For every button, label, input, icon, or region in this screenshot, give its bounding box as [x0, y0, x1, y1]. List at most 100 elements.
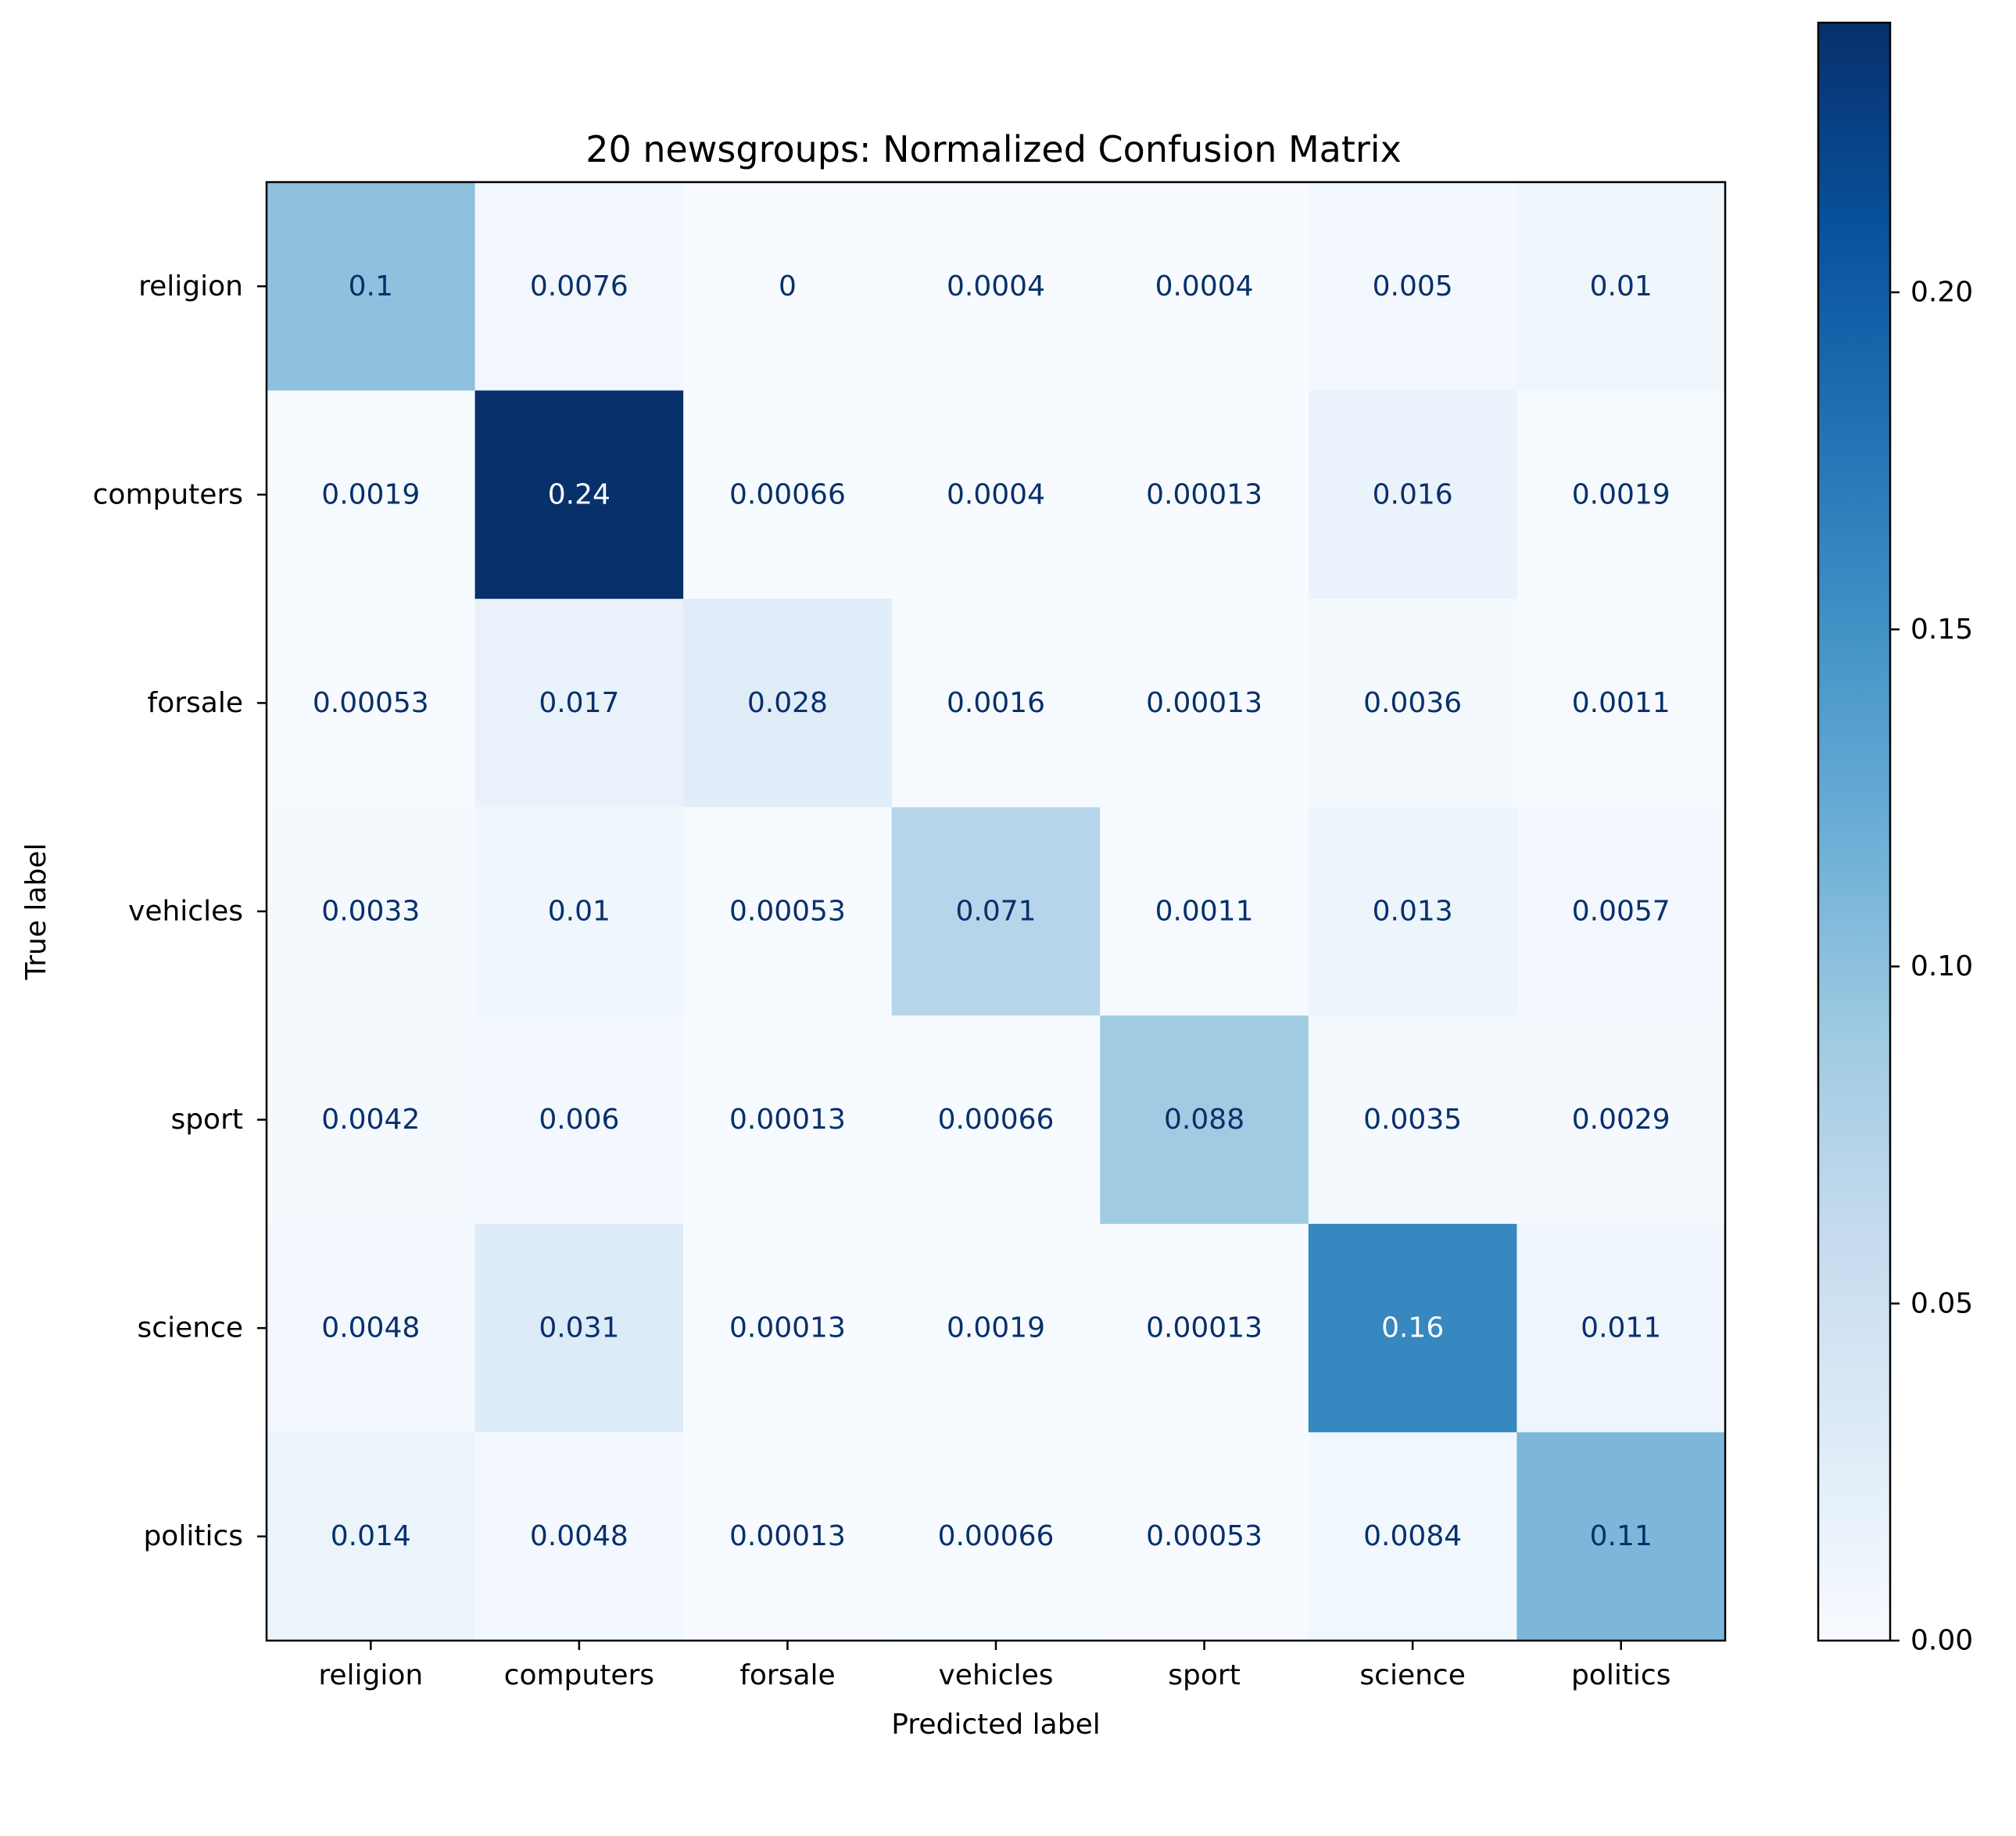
cell-value-label: 0.0033 — [321, 896, 420, 928]
y-axis-ticks: religion computers forsale vehicles sport sci… — [93, 270, 267, 1552]
cell-value-label: 0.0016 — [947, 687, 1045, 719]
colorbar-tick-label: 0.10 — [1910, 950, 1973, 982]
colorbar-tick-label: 0.20 — [1910, 277, 1973, 309]
y-tick-label: politics — [143, 1520, 243, 1552]
heatmap-cell — [683, 1223, 893, 1433]
cell-value-label: 0.0076 — [530, 270, 628, 302]
cell-value-label: 0.088 — [1164, 1104, 1244, 1136]
heatmap-cell — [1308, 1015, 1518, 1225]
heatmap-cell — [267, 1223, 476, 1433]
x-tick-label: religion — [318, 1659, 423, 1691]
heatmap-cell — [1516, 1432, 1726, 1641]
heatmap-cell — [1100, 182, 1309, 392]
heatmap-cell — [1308, 182, 1518, 392]
heatmap-cell — [891, 599, 1101, 808]
heatmap-cell — [1100, 390, 1309, 599]
heatmap-cell — [474, 390, 684, 599]
heatmap-cell — [1308, 1432, 1518, 1641]
heatmap-cell — [1100, 1223, 1309, 1433]
heatmap-cell — [474, 1223, 684, 1433]
cell-value-label: 0.00013 — [1146, 687, 1262, 719]
heatmap-cell — [474, 599, 684, 808]
cell-value-label: 0.00066 — [938, 1520, 1055, 1552]
cell-value-label: 0.005 — [1373, 270, 1453, 302]
cell-value-label: 0.00053 — [313, 687, 429, 719]
cell-value-label: 0 — [779, 270, 797, 302]
cell-value-label: 0.24 — [548, 478, 611, 510]
cell-value-label: 0.014 — [331, 1520, 411, 1552]
x-tick-label: forsale — [739, 1659, 835, 1691]
heatmap-cell — [683, 182, 893, 392]
colorbar-tick-label: 0.15 — [1910, 614, 1973, 646]
cell-value-label: 0.017 — [539, 687, 619, 719]
heatmap-cell — [267, 390, 476, 599]
heatmap-cell — [683, 807, 893, 1016]
heatmap-cell — [267, 807, 476, 1016]
heatmap-cell — [1516, 1015, 1726, 1225]
cell-value-label: 0.00013 — [1146, 478, 1262, 510]
heatmap-cell — [1308, 599, 1518, 808]
cell-value-label: 0.11 — [1590, 1520, 1653, 1552]
heatmap-cell — [1100, 599, 1309, 808]
cell-value-label: 0.00013 — [729, 1312, 846, 1344]
x-tick-label: science — [1359, 1659, 1465, 1691]
cell-value-label: 0.00013 — [1146, 1312, 1262, 1344]
heatmap-cell-labels: 0.1 0.0076 0 0.0004 0.0004 0.005 0.01 0.0019 0.2… — [313, 270, 1670, 1552]
cell-value-label: 0.0036 — [1363, 687, 1462, 719]
heatmap-cell — [683, 1015, 893, 1225]
y-tick-label: religion — [138, 270, 243, 302]
cell-value-label: 0.0019 — [947, 1312, 1045, 1344]
x-tick-label: politics — [1571, 1659, 1671, 1691]
cell-value-label: 0.028 — [747, 687, 828, 719]
cell-value-label: 0.071 — [955, 896, 1036, 928]
heatmap-cell — [1516, 390, 1726, 599]
y-tick-label: forsale — [148, 687, 243, 719]
heatmap-cell — [1308, 807, 1518, 1016]
heatmap-cell — [1100, 807, 1309, 1016]
colorbar — [1818, 23, 1890, 1641]
cell-value-label: 0.0057 — [1572, 896, 1670, 928]
heatmap-cell — [1516, 599, 1726, 808]
cell-value-label: 0.01 — [1590, 270, 1653, 302]
heatmap-cells — [267, 182, 1726, 1641]
colorbar-tick-label: 0.00 — [1910, 1625, 1973, 1657]
heatmap-cell — [267, 182, 476, 392]
cell-value-label: 0.011 — [1581, 1312, 1661, 1344]
y-tick-label: vehicles — [128, 896, 243, 928]
cell-value-label: 0.0042 — [321, 1104, 420, 1136]
heatmap-cell — [1100, 1432, 1309, 1641]
cell-value-label: 0.031 — [539, 1312, 619, 1344]
cell-value-label: 0.0019 — [321, 478, 420, 510]
x-axis-label: Predicted label — [891, 1709, 1101, 1741]
heatmap-cell — [474, 182, 684, 392]
cell-value-label: 0.016 — [1373, 478, 1453, 510]
x-axis-ticks: religion computers forsale vehicles sport sci… — [318, 1641, 1670, 1691]
heatmap-cell — [891, 1223, 1101, 1433]
y-axis-label: True label — [20, 843, 52, 981]
colorbar-ticks: 0.00 0.05 0.10 0.15 0.20 — [1890, 277, 1973, 1657]
cell-value-label: 0.0048 — [530, 1520, 628, 1552]
y-tick-label: sport — [170, 1104, 243, 1136]
heatmap-cell — [683, 390, 893, 599]
cell-value-label: 0.0004 — [947, 478, 1045, 510]
heatmap-cell — [891, 182, 1101, 392]
cell-value-label: 0.01 — [548, 896, 611, 928]
heatmap-cell — [1516, 807, 1726, 1016]
cell-value-label: 0.16 — [1381, 1312, 1444, 1344]
heatmap-cell — [1100, 1015, 1309, 1225]
heatmap-cell — [474, 1015, 684, 1225]
cell-value-label: 0.00013 — [729, 1104, 846, 1136]
cell-value-label: 0.0011 — [1155, 896, 1254, 928]
heatmap-cell — [267, 1432, 476, 1641]
heatmap-cell — [891, 1015, 1101, 1225]
heatmap-cell — [891, 807, 1101, 1016]
y-tick-label: science — [138, 1312, 243, 1344]
cell-value-label: 0.00013 — [729, 1520, 846, 1552]
heatmap-cell — [1516, 1223, 1726, 1433]
cell-value-label: 0.00053 — [729, 896, 846, 928]
heatmap-cell — [474, 1432, 684, 1641]
cell-value-label: 0.0029 — [1572, 1104, 1670, 1136]
heatmap-cell — [891, 390, 1101, 599]
x-tick-label: computers — [504, 1659, 654, 1691]
